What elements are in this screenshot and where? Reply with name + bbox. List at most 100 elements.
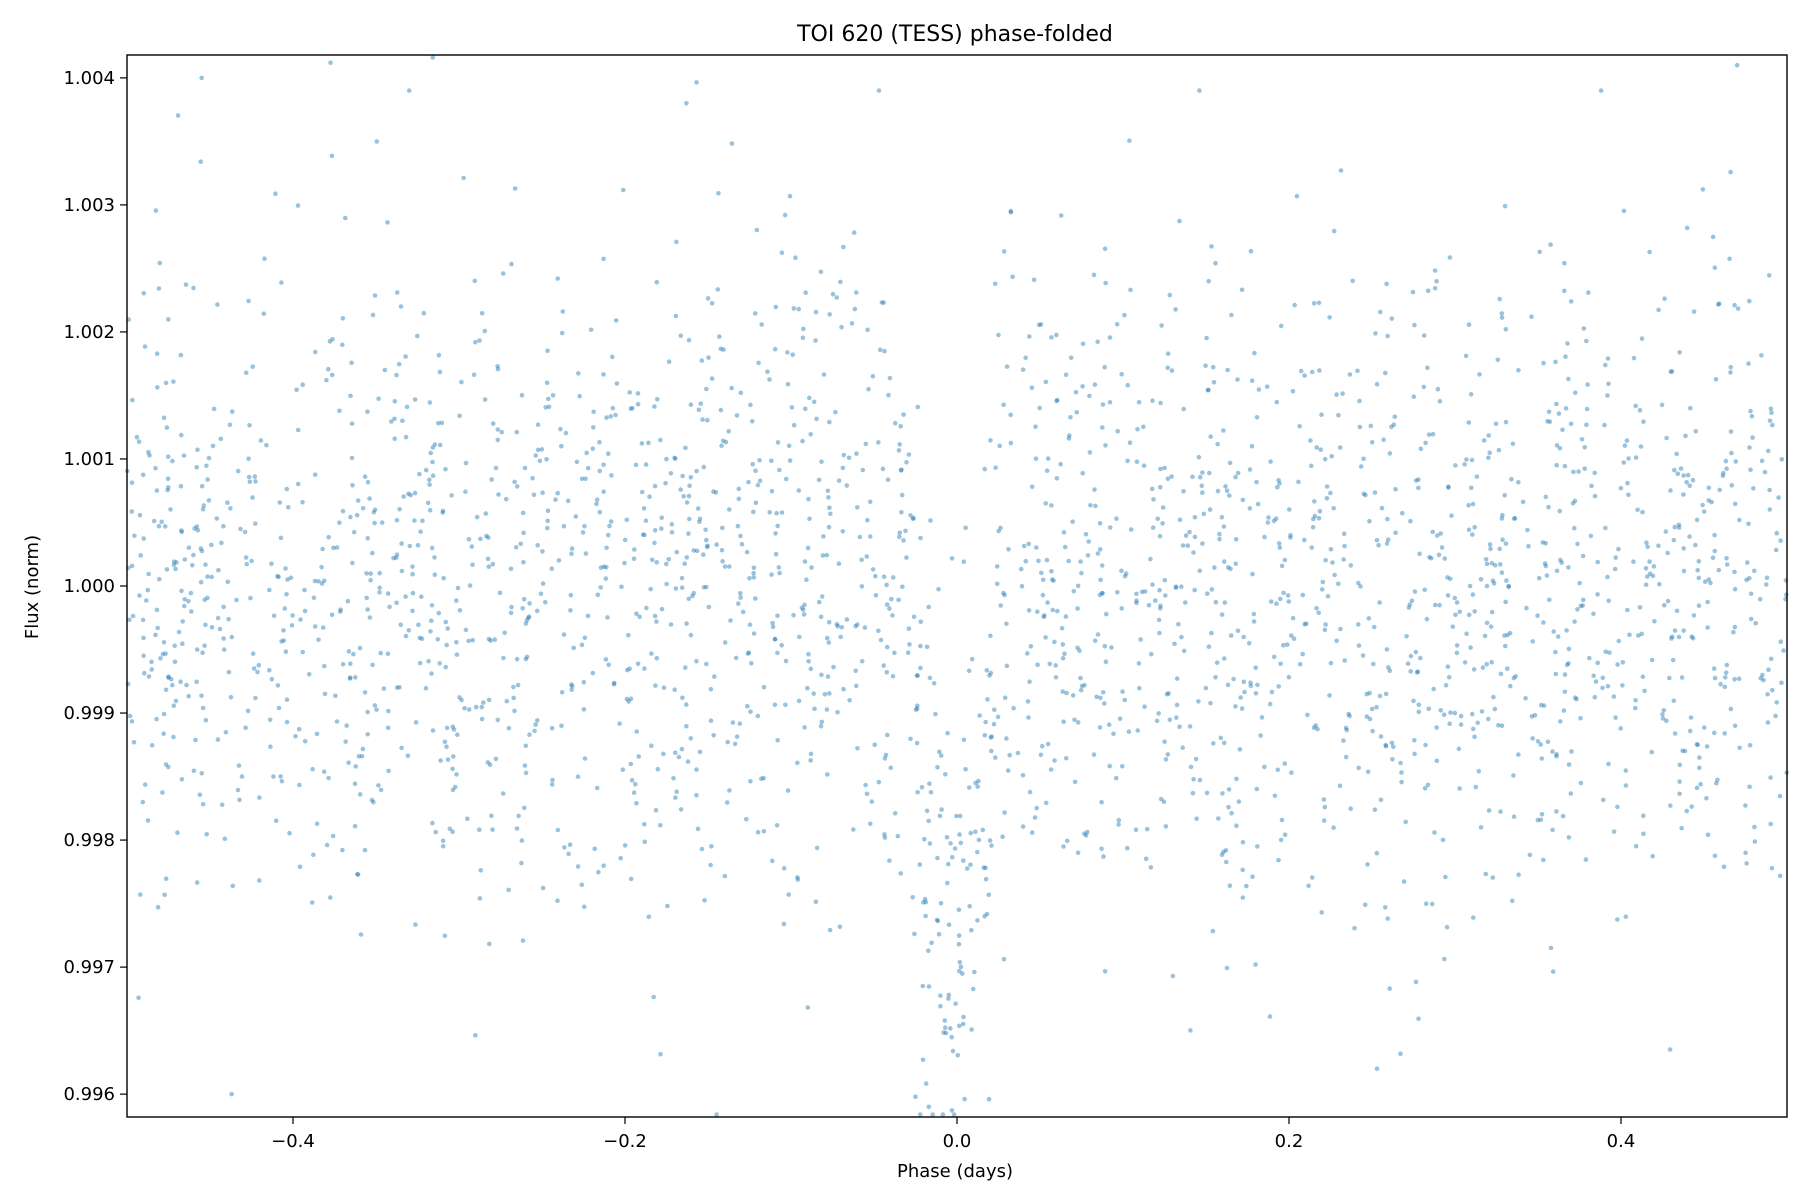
data-point	[1177, 218, 1182, 224]
data-point	[381, 686, 387, 691]
data-point	[1525, 527, 1530, 533]
data-point	[206, 455, 212, 461]
data-point	[1768, 656, 1774, 662]
data-point	[745, 651, 751, 656]
data-point	[412, 518, 417, 523]
data-point	[1355, 368, 1360, 374]
data-point	[715, 287, 721, 292]
data-point	[283, 566, 288, 571]
data-point	[340, 847, 345, 853]
data-point	[1548, 242, 1553, 247]
data-point	[250, 651, 256, 656]
data-point	[311, 595, 317, 601]
data-point	[1200, 490, 1205, 496]
data-point	[697, 516, 703, 522]
data-point	[591, 409, 596, 415]
data-point	[1200, 470, 1205, 475]
data-point	[1453, 463, 1458, 468]
data-point	[1551, 629, 1556, 634]
data-point	[258, 438, 264, 443]
data-point	[223, 730, 229, 735]
data-point	[1627, 632, 1632, 638]
data-point	[1149, 651, 1154, 657]
data-point	[942, 1018, 948, 1023]
data-point	[913, 707, 919, 712]
data-point	[1183, 533, 1189, 538]
data-point	[1499, 516, 1505, 521]
data-point	[1559, 560, 1564, 565]
data-point	[834, 622, 840, 627]
data-point	[407, 543, 413, 549]
data-point	[705, 543, 710, 549]
data-point	[1222, 559, 1227, 564]
data-point	[1566, 565, 1571, 570]
data-point	[1491, 694, 1496, 700]
data-point	[1011, 705, 1016, 711]
data-point	[1546, 504, 1551, 510]
data-point	[824, 552, 830, 558]
data-point	[345, 598, 351, 604]
data-point	[1578, 603, 1584, 609]
data-point	[960, 971, 965, 976]
data-point	[1625, 607, 1630, 613]
data-point	[686, 493, 692, 499]
data-point	[1058, 213, 1064, 218]
data-point	[186, 693, 191, 699]
data-point	[1399, 779, 1404, 785]
data-point	[814, 845, 820, 851]
data-point	[1383, 691, 1389, 697]
data-point	[1166, 691, 1171, 696]
data-point	[704, 584, 709, 590]
data-point	[1562, 288, 1567, 294]
data-point	[938, 753, 944, 758]
data-point	[1281, 642, 1286, 648]
data-point	[160, 790, 165, 795]
data-point	[655, 397, 660, 402]
data-point	[281, 638, 287, 643]
data-point	[221, 604, 226, 610]
data-point	[1322, 627, 1328, 633]
data-point	[1250, 571, 1255, 577]
data-point	[1566, 376, 1571, 382]
data-point	[1615, 917, 1620, 922]
data-point	[1213, 675, 1218, 680]
data-point	[349, 360, 354, 366]
data-point	[540, 581, 546, 586]
data-point	[1601, 797, 1606, 803]
data-point	[1241, 634, 1246, 640]
data-point	[1233, 704, 1238, 709]
data-point	[1496, 447, 1502, 453]
data-point	[1227, 460, 1233, 466]
data-point	[473, 339, 478, 345]
data-point	[1278, 596, 1283, 602]
data-point	[966, 668, 972, 674]
data-point	[797, 634, 802, 640]
data-point	[276, 705, 282, 711]
data-point	[1156, 711, 1161, 716]
data-point	[197, 792, 203, 798]
data-point	[962, 1096, 967, 1102]
data-point	[1328, 660, 1334, 666]
data-point	[544, 380, 550, 386]
data-point	[892, 811, 898, 816]
data-point	[1249, 378, 1255, 384]
data-point	[1367, 716, 1373, 722]
data-point	[406, 88, 412, 93]
data-point	[1197, 474, 1203, 480]
data-point	[1393, 487, 1398, 492]
data-point	[1777, 873, 1783, 879]
data-point	[969, 1027, 974, 1032]
data-point	[520, 606, 525, 611]
data-point	[1248, 683, 1254, 689]
data-point	[1620, 683, 1625, 688]
data-point	[1240, 840, 1246, 845]
data-point	[1576, 469, 1581, 474]
data-point	[1206, 387, 1211, 393]
data-point	[1422, 786, 1428, 791]
data-point	[186, 599, 191, 604]
data-point	[911, 515, 916, 521]
data-point	[488, 638, 494, 643]
data-point	[943, 772, 948, 777]
data-point	[237, 797, 242, 803]
data-point	[684, 500, 690, 505]
